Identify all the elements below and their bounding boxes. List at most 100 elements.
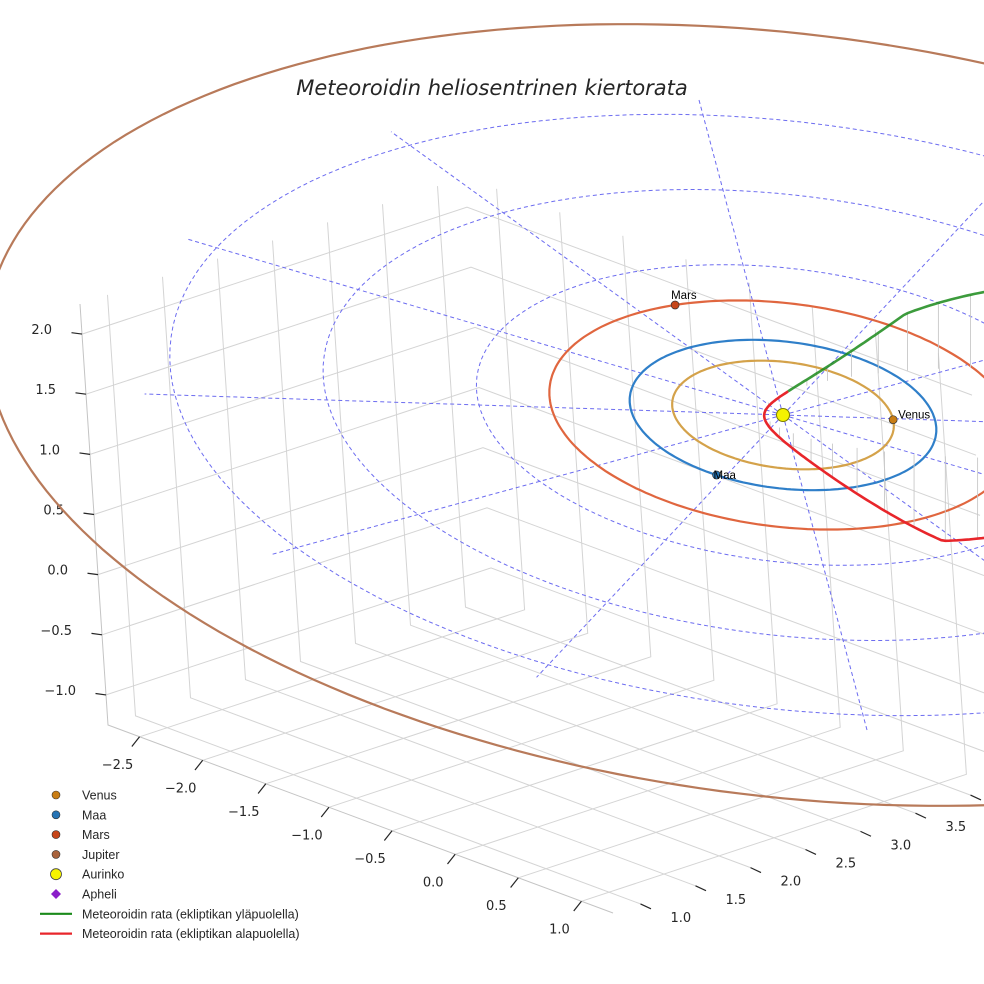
y-tick-label: 1.5 xyxy=(726,893,747,908)
ecliptic-reference xyxy=(144,99,984,731)
x-tick-label: −2.5 xyxy=(102,758,134,773)
annotation-mars: Mars xyxy=(671,290,697,302)
grid-line-y xyxy=(437,186,971,796)
grid-line-x xyxy=(202,212,589,761)
sun-marker xyxy=(776,408,790,422)
grid-line-z xyxy=(97,447,984,635)
x-tick-mark xyxy=(131,736,141,747)
meteoroid-orbit xyxy=(762,290,984,543)
grid-line-x xyxy=(328,259,715,808)
grid-line-z xyxy=(85,266,977,456)
orbit-jupiter xyxy=(0,23,984,807)
x-tick-mark xyxy=(573,900,582,912)
annotations: Venus Maa Mars xyxy=(671,290,930,482)
legend-marker xyxy=(51,850,61,859)
legend-marker xyxy=(51,830,61,839)
x-tick-mark xyxy=(510,877,519,888)
x-tick-label: −1.0 xyxy=(291,828,323,843)
x-tick-label: −1.5 xyxy=(228,805,260,820)
z-tick-mark xyxy=(91,632,103,636)
box-edge xyxy=(79,303,614,914)
meteoroid-path-below xyxy=(762,390,789,421)
grid-line-x xyxy=(265,235,652,785)
x-tick-mark xyxy=(194,759,204,771)
legend: Venus Maa Mars Jupiter Aurinko Apheli Meteoroi… xyxy=(40,789,299,941)
grid-line-x xyxy=(581,353,967,902)
y-tick-label: 1.0 xyxy=(671,911,692,926)
legend-label: Maa xyxy=(82,808,106,822)
z-tick-label: 0.0 xyxy=(47,564,68,579)
meteoroid-path-above xyxy=(787,290,984,393)
orbit-venus xyxy=(671,359,895,471)
annotation-maa: Maa xyxy=(714,470,737,482)
z-tick-label: 1.0 xyxy=(39,443,60,458)
y-tick-mark xyxy=(915,812,927,819)
legend-label: Aurinko xyxy=(82,868,124,882)
y-tick-label: 2.5 xyxy=(836,857,857,872)
legend-label: Jupiter xyxy=(82,848,120,862)
ecliptic-spoke xyxy=(782,414,868,731)
z-tick-label: −0.5 xyxy=(40,624,72,639)
x-tick-label: 1.0 xyxy=(549,922,570,937)
ecliptic-spoke xyxy=(271,414,784,555)
x-tick-label: −2.0 xyxy=(165,781,197,796)
legend-marker xyxy=(51,810,61,820)
x-tick-label: −0.5 xyxy=(354,852,386,867)
z-tick-mark xyxy=(79,452,91,455)
x-tick-mark xyxy=(320,806,330,818)
ecliptic-spoke xyxy=(782,200,984,416)
z-tick-label: 1.5 xyxy=(35,383,56,398)
height-droplines xyxy=(764,294,979,541)
y-tick-mark xyxy=(970,794,982,801)
legend-label: Venus xyxy=(82,789,117,803)
x-tick-mark xyxy=(447,853,456,865)
legend-label: Apheli xyxy=(82,888,117,902)
x-tick-label: 0.5 xyxy=(486,899,507,914)
y-tick-mark xyxy=(750,867,762,874)
meteoroid-path-below xyxy=(763,419,984,543)
x-tick-mark xyxy=(257,783,267,794)
grid-line-z xyxy=(93,386,984,576)
x-tick-label: 0.0 xyxy=(423,875,444,890)
grid-line-y xyxy=(382,204,916,814)
ecliptic-spoke xyxy=(187,238,784,416)
annotation-venus: Venus xyxy=(898,410,930,422)
chart-title: Meteoroidin heliosentrinen kiertorata xyxy=(296,76,688,100)
body-markers xyxy=(670,300,898,480)
grid-line-y xyxy=(107,294,641,905)
ecliptic-spoke xyxy=(782,414,984,561)
z-tick-label: 0.5 xyxy=(43,504,64,519)
grid-line-x xyxy=(391,282,778,832)
z-tick-label: −1.0 xyxy=(44,684,76,699)
axis-ticks: −2.5 −2.0 −1.5 −1.0 −0.5 0.0 0.5 1.0 1.0 1.5 2.0 2.… xyxy=(31,323,982,937)
legend-marker xyxy=(51,889,61,899)
orbit-mars xyxy=(548,299,984,531)
grid-line-x xyxy=(455,306,841,855)
ecliptic-spoke xyxy=(782,414,984,423)
planet-marker-venus xyxy=(888,415,898,425)
ecliptic-spoke xyxy=(144,393,784,416)
z-tick-mark xyxy=(83,512,95,516)
grid-line-z xyxy=(101,507,984,694)
grid-line-x xyxy=(518,329,904,879)
ecliptic-spoke xyxy=(698,99,784,416)
x-tick-mark xyxy=(383,830,393,841)
z-tick-mark xyxy=(95,692,107,696)
y-tick-mark xyxy=(805,848,817,855)
z-tick-label: 2.0 xyxy=(31,323,52,338)
grid-line-y xyxy=(162,276,696,887)
legend-label: Meteoroidin rata (ekliptikan alapuolella… xyxy=(82,927,299,941)
y-tick-label: 3.5 xyxy=(946,820,967,835)
ecliptic-ring xyxy=(169,113,984,717)
ecliptic-spoke xyxy=(536,414,784,678)
z-tick-mark xyxy=(75,392,87,395)
legend-label: Mars xyxy=(82,828,110,842)
ecliptic-ring xyxy=(322,188,984,642)
y-tick-label: 2.0 xyxy=(781,875,802,890)
y-tick-label: 3.0 xyxy=(891,838,912,853)
grid-line-z xyxy=(81,206,973,396)
grid-line-y xyxy=(327,222,861,832)
legend-label: Meteoroidin rata (ekliptikan yläpuolella… xyxy=(82,907,299,921)
y-tick-mark xyxy=(640,903,652,910)
